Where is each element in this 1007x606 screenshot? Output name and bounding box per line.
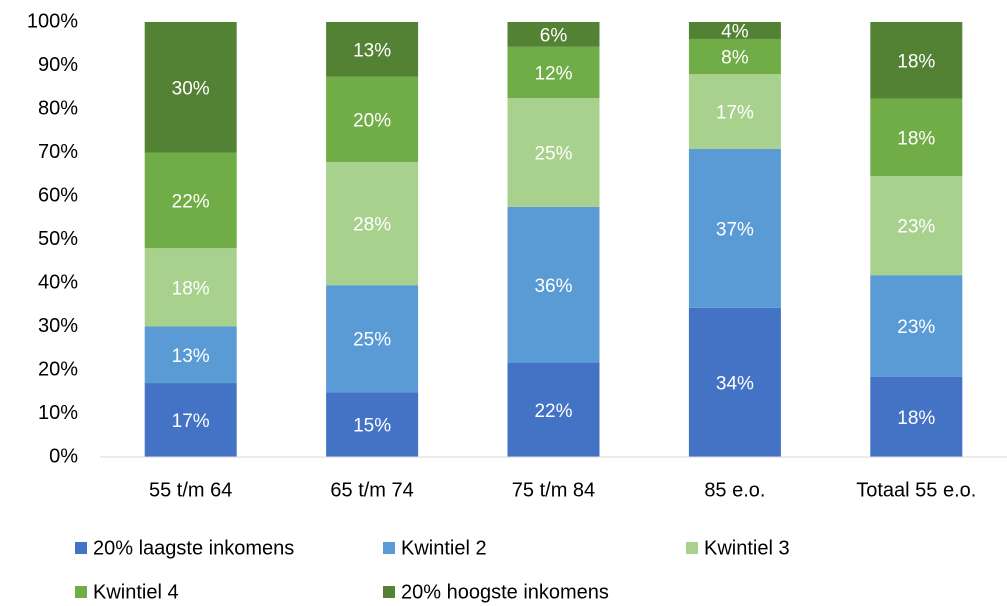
bar-segment — [326, 392, 419, 457]
x-tick-label: Totaal 55 e.o. — [856, 479, 976, 501]
data-label: 4% — [721, 21, 749, 42]
data-label: 18% — [897, 408, 935, 429]
bar-segment — [144, 22, 237, 153]
data-label: 23% — [897, 317, 935, 338]
bar-segment — [688, 307, 781, 457]
bar-segment — [326, 76, 419, 163]
legend-swatch — [75, 542, 87, 554]
legend-swatch — [383, 542, 395, 554]
bar-segment — [507, 98, 600, 207]
data-label: 17% — [172, 411, 210, 432]
bar-segment — [507, 206, 600, 363]
bar-segment — [688, 149, 781, 308]
legend-swatch — [686, 542, 698, 554]
data-label: 12% — [534, 63, 572, 84]
data-label: 37% — [716, 219, 754, 240]
bar-segment — [507, 22, 600, 47]
y-tick-label: 40% — [38, 271, 78, 293]
data-label: 34% — [716, 373, 754, 394]
y-tick-label: 50% — [38, 228, 78, 250]
bar-segment — [326, 22, 419, 77]
y-tick-label: 100% — [27, 10, 78, 32]
data-label: 18% — [897, 128, 935, 149]
data-label: 6% — [540, 25, 568, 46]
bar-segment — [326, 162, 419, 286]
bar-segment — [326, 285, 419, 393]
data-label: 8% — [721, 48, 749, 69]
legend-label: Kwintiel 3 — [704, 537, 790, 559]
y-tick-label: 60% — [38, 184, 78, 206]
legend-swatch — [383, 586, 395, 598]
y-tick-label: 70% — [38, 141, 78, 163]
y-tick-label: 0% — [49, 445, 78, 467]
bar-segment — [870, 275, 963, 377]
data-label: 20% — [353, 110, 391, 131]
bar-segment — [144, 326, 237, 384]
bar-segment — [870, 175, 963, 276]
bar-segment — [144, 248, 237, 327]
data-label: 25% — [534, 144, 572, 165]
data-label: 30% — [172, 78, 210, 99]
bar-segment — [870, 22, 963, 99]
data-label: 13% — [353, 40, 391, 61]
x-tick-label: 55 t/m 64 — [149, 479, 232, 501]
bar-segment — [870, 98, 963, 176]
x-tick-label: 85 e.o. — [704, 479, 765, 501]
data-label: 28% — [353, 215, 391, 236]
data-label: 22% — [534, 401, 572, 422]
data-label: 15% — [353, 416, 391, 437]
legend-label: 20% hoogste inkomens — [401, 581, 609, 603]
bar-segment — [507, 362, 600, 457]
data-label: 25% — [353, 330, 391, 351]
bar-segment — [688, 74, 781, 150]
data-label: 23% — [897, 217, 935, 238]
y-tick-label: 10% — [38, 402, 78, 424]
data-label: 18% — [897, 51, 935, 72]
x-tick-label: 65 t/m 74 — [330, 479, 413, 501]
bar-segment — [144, 152, 237, 249]
data-label: 18% — [172, 278, 210, 299]
legend-label: Kwintiel 2 — [401, 537, 487, 559]
data-label: 36% — [534, 276, 572, 297]
bar-segment — [507, 46, 600, 99]
y-tick-label: 80% — [38, 97, 78, 119]
y-tick-label: 90% — [38, 54, 78, 76]
bar-segment — [144, 383, 237, 457]
legend-label: 20% laagste inkomens — [93, 537, 294, 559]
x-tick-label: 75 t/m 84 — [512, 479, 595, 501]
legend-swatch — [75, 586, 87, 598]
bar-segment — [688, 38, 781, 75]
bar-segment — [688, 22, 781, 39]
data-label: 13% — [172, 346, 210, 367]
y-tick-label: 20% — [38, 358, 78, 380]
legend-label: Kwintiel 4 — [93, 581, 179, 603]
y-tick-label: 30% — [38, 315, 78, 337]
data-label: 17% — [716, 103, 754, 124]
data-label: 22% — [172, 191, 210, 212]
bar-segment — [870, 376, 963, 457]
